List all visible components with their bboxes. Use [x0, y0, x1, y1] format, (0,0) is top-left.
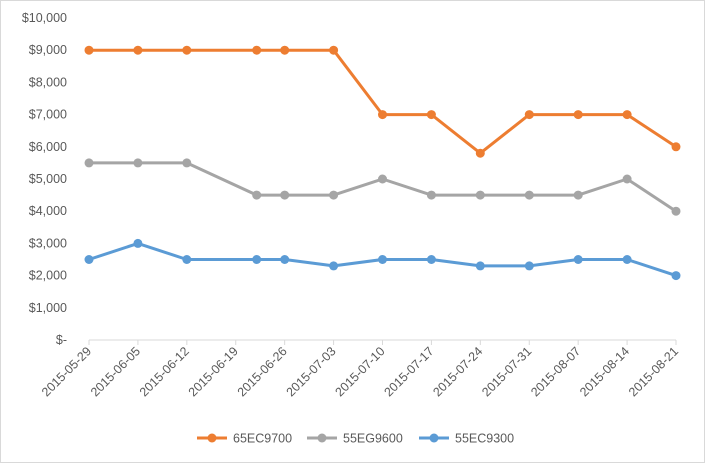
y-tick-label: $4,000: [29, 204, 67, 218]
y-tick-label: $-: [56, 333, 67, 347]
data-point: [475, 261, 485, 271]
legend-marker: [429, 433, 439, 443]
legend-item: 55EC9300: [419, 432, 514, 446]
data-point: [524, 110, 534, 120]
data-point: [426, 190, 436, 200]
data-point: [378, 110, 387, 120]
x-tick-label: 2015-07-10: [333, 344, 388, 399]
data-point: [671, 271, 681, 281]
data-point: [524, 190, 534, 200]
series-line: [87, 161, 678, 213]
x-tick-label: 2015-06-19: [186, 344, 241, 399]
legend-label: 65EC9700: [233, 432, 292, 446]
data-point: [252, 190, 262, 200]
data-point: [426, 255, 436, 264]
y-tick-label: $2,000: [29, 269, 67, 283]
data-point: [378, 255, 387, 264]
y-tick-label: $9,000: [29, 43, 67, 57]
data-point: [182, 45, 192, 55]
data-point: [329, 45, 339, 55]
data-point: [622, 174, 632, 184]
data-point: [329, 261, 339, 271]
tick-label-layer: $- $1,000 $2,000 $3,000 $4,000 $5,000 $6,000 $7…: [22, 11, 681, 399]
y-tick-label: $3,000: [29, 236, 67, 250]
legend-label: 55EG9600: [343, 432, 403, 446]
x-tick-label: 2015-07-17: [381, 344, 436, 399]
data-point: [84, 158, 94, 168]
legend: 65EC9700 55EG9600 55EC9300: [197, 432, 514, 446]
data-point: [573, 190, 583, 200]
data-point: [280, 45, 290, 55]
x-tick-label: 2015-06-05: [88, 344, 143, 399]
series-55EG9600: [84, 158, 681, 216]
data-point: [573, 110, 583, 120]
legend-item: 65EC9700: [197, 432, 292, 446]
data-point: [133, 238, 143, 248]
series-55EC9300: [84, 238, 681, 281]
data-point: [182, 158, 192, 168]
data-point: [475, 148, 485, 158]
y-tick-label: $10,000: [22, 11, 67, 25]
data-point: [622, 110, 632, 120]
data-point: [671, 206, 681, 216]
x-tick-label: 2015-08-21: [626, 344, 681, 399]
data-point: [280, 255, 290, 264]
x-tick-label: 2015-05-29: [39, 344, 94, 399]
data-point: [252, 45, 262, 55]
series-layer: [84, 45, 681, 281]
data-point: [426, 110, 436, 120]
legend-label: 55EC9300: [455, 432, 514, 446]
data-point: [524, 261, 534, 271]
data-point: [84, 45, 94, 55]
x-tick-label: 2015-07-24: [430, 344, 485, 399]
series-65EC9700: [84, 45, 681, 158]
data-point: [133, 158, 143, 168]
data-point: [84, 255, 94, 264]
data-point: [475, 190, 485, 200]
x-tick-label: 2015-08-14: [577, 344, 632, 399]
legend-item: 55EG9600: [307, 432, 403, 446]
y-tick-label: $8,000: [29, 75, 67, 89]
data-point: [133, 45, 143, 55]
x-tick-label: 2015-06-26: [235, 344, 290, 399]
x-tick-label: 2015-07-03: [284, 344, 339, 399]
series-line: [87, 48, 678, 155]
x-tick-label: 2015-06-12: [137, 344, 192, 399]
data-point: [622, 255, 632, 264]
x-tick-label: 2015-07-31: [479, 344, 534, 399]
y-tick-label: $5,000: [29, 172, 67, 186]
data-point: [671, 142, 681, 152]
data-point: [280, 190, 290, 200]
y-tick-label: $1,000: [29, 301, 67, 315]
data-point: [378, 174, 387, 184]
data-point: [573, 255, 583, 264]
y-tick-label: $6,000: [29, 140, 67, 154]
legend-marker: [317, 433, 327, 443]
y-tick-label: $7,000: [29, 108, 67, 122]
legend-marker: [207, 433, 217, 443]
axis-layer: [88, 339, 677, 345]
data-point: [329, 190, 339, 200]
data-point: [252, 255, 262, 264]
x-tick-label: 2015-08-07: [528, 344, 583, 399]
data-point: [182, 255, 192, 264]
